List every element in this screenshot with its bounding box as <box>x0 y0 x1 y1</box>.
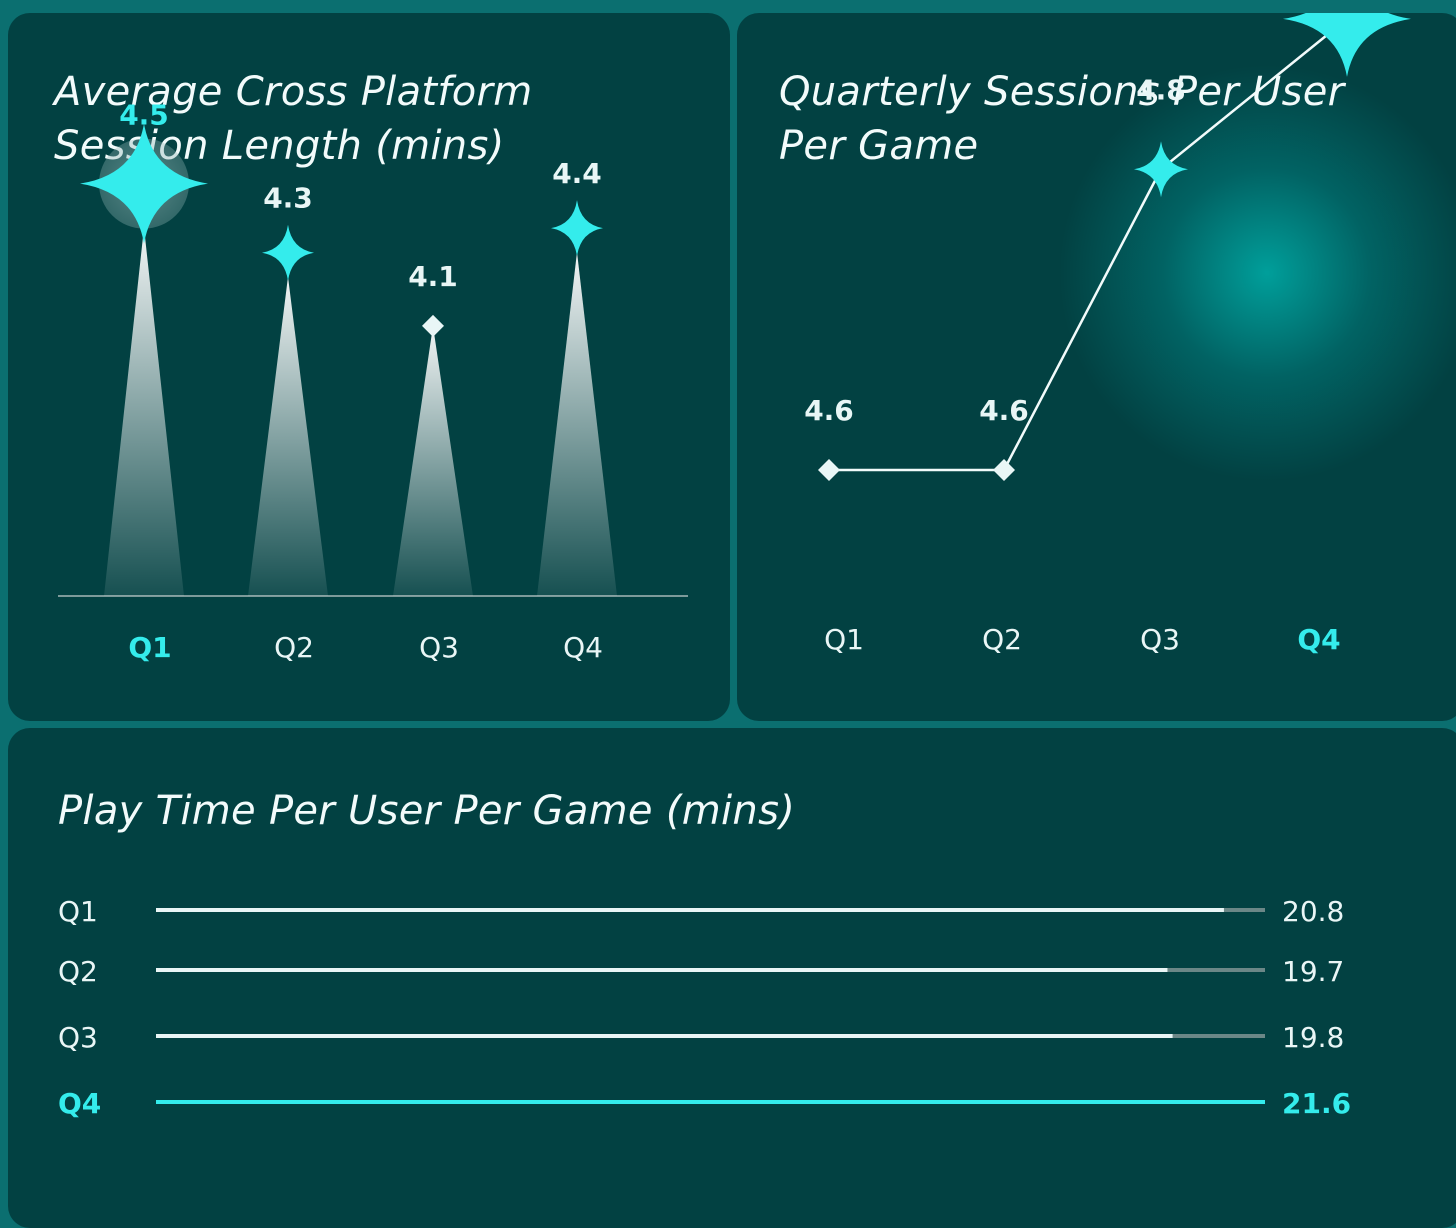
bar-beam-q2 <box>248 276 328 596</box>
tick-label-q2: Q2 <box>982 623 1022 656</box>
sparkle-marker-q4 <box>1283 13 1411 77</box>
play-time-panel: Play Time Per User Per Game (mins) Q1 20.… <box>8 728 1456 1228</box>
tick-label-q4: Q4 <box>1297 623 1340 656</box>
value-label-q1: 4.6 <box>804 394 854 427</box>
category-label-q3: Q3 <box>58 1021 98 1054</box>
value-label-q3: 19.8 <box>1282 1021 1344 1054</box>
sessions-per-user-panel: Quarterly Sessions Per User Per Game 4.6… <box>737 13 1456 721</box>
session-length-title: Average Cross Platform Session Length (m… <box>54 69 533 169</box>
value-label-q2: 4.3 <box>263 182 313 215</box>
category-label-q2: Q2 <box>58 955 98 988</box>
category-label-q4: Q4 <box>58 1087 101 1120</box>
tick-label-q1: Q1 <box>824 623 864 656</box>
series-line <box>829 17 1348 472</box>
bar-beam-q4 <box>537 252 617 596</box>
tick-label-q4: Q4 <box>563 631 603 664</box>
play-time-chart: Q1 20.8 Q2 19.7 Q3 19.8 Q4 21.6 <box>58 895 1351 1120</box>
tick-label-q3: Q3 <box>1140 623 1180 656</box>
session-length-chart: 4.5 Q1 4.3 Q2 4.1 Q3 4.4 Q4 <box>58 99 688 664</box>
value-label-q2: 4.6 <box>979 394 1029 427</box>
sparkle-marker-q3 <box>1134 141 1188 198</box>
value-label-q3: 4.8 <box>1136 73 1186 106</box>
value-label-q1: 20.8 <box>1282 895 1344 928</box>
sparkle-marker-q4 <box>551 200 603 257</box>
value-label-q1: 4.5 <box>119 99 169 132</box>
value-label-q2: 19.7 <box>1282 955 1344 988</box>
bar-beam-q3 <box>393 325 473 596</box>
bar-beam-q1 <box>104 227 184 596</box>
tick-label-q1: Q1 <box>128 631 171 664</box>
sparkle-marker-q1 <box>80 123 208 244</box>
play-time-title: Play Time Per User Per Game (mins) <box>58 788 796 834</box>
session-length-panel: Average Cross Platform Session Length (m… <box>8 13 730 721</box>
tick-label-q2: Q2 <box>274 631 314 664</box>
value-label-q4: 4.4 <box>552 157 602 190</box>
tick-label-q3: Q3 <box>419 631 459 664</box>
value-label-q4: 21.6 <box>1282 1087 1351 1120</box>
category-label-q1: Q1 <box>58 895 98 928</box>
sessions-per-user-title: Quarterly Sessions Per User Per Game <box>779 69 1345 169</box>
diamond-marker-q3 <box>422 314 444 337</box>
diamond-marker-q1 <box>818 459 840 481</box>
diamond-marker-q2 <box>993 459 1015 481</box>
sparkle-marker-q2 <box>262 224 314 281</box>
value-label-q3: 4.1 <box>408 260 458 293</box>
highlight-glow <box>1057 63 1456 483</box>
